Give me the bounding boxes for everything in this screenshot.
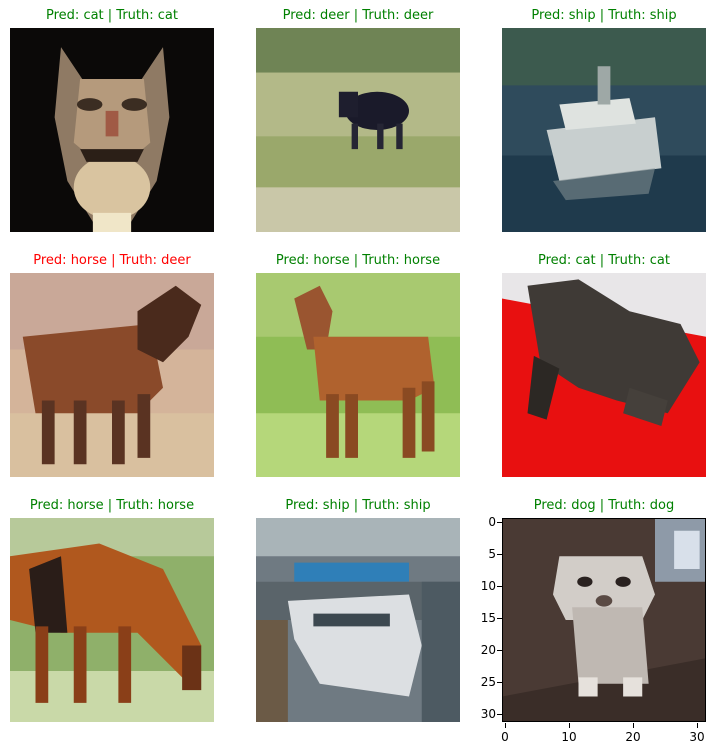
y-tick-20: 20 bbox=[478, 643, 496, 657]
panel-image-deer bbox=[10, 273, 214, 477]
grid-panel-9: Pred: dog | Truth: dog 0 5 10 15 20 25 bbox=[502, 498, 706, 724]
grid-panel-2: Pred: deer | Truth: deer bbox=[256, 8, 460, 234]
grid-panel-8: Pred: ship | Truth: ship bbox=[256, 498, 460, 724]
grid-panel-1: Pred: cat | Truth: cat bbox=[10, 8, 214, 234]
grid-panel-7: Pred: horse | Truth: horse bbox=[10, 498, 214, 724]
panel-title-7: Pred: horse | Truth: horse bbox=[10, 498, 214, 514]
panel-image-cat bbox=[10, 28, 214, 232]
y-tick-15: 15 bbox=[478, 611, 496, 625]
panel-image-dog bbox=[502, 518, 706, 722]
panel-image-ship bbox=[256, 518, 460, 722]
panel-image-horse bbox=[256, 273, 460, 477]
panel-title-6: Pred: cat | Truth: cat bbox=[502, 253, 706, 269]
x-tick-20: 20 bbox=[618, 730, 648, 744]
x-tick-0: 0 bbox=[490, 730, 520, 744]
grid-panel-5: Pred: horse | Truth: horse bbox=[256, 253, 460, 479]
grid-panel-6: Pred: cat | Truth: cat bbox=[502, 253, 706, 479]
panel-title-2: Pred: deer | Truth: deer bbox=[256, 8, 460, 24]
panel-title-3: Pred: ship | Truth: ship bbox=[502, 8, 706, 24]
y-tick-0: 0 bbox=[482, 515, 496, 529]
panel-title-5: Pred: horse | Truth: horse bbox=[256, 253, 460, 269]
panel-image-ship bbox=[502, 28, 706, 232]
panel-title-4: Pred: horse | Truth: deer bbox=[10, 253, 214, 269]
y-tick-30: 30 bbox=[478, 707, 496, 721]
panel-image-horse bbox=[10, 518, 214, 722]
panel-image-deer bbox=[256, 28, 460, 232]
panel-image-cat bbox=[502, 273, 706, 477]
y-tick-25: 25 bbox=[478, 675, 496, 689]
grid-panel-3: Pred: ship | Truth: ship bbox=[502, 8, 706, 234]
panel-title-1: Pred: cat | Truth: cat bbox=[10, 8, 214, 24]
panel-title-8: Pred: ship | Truth: ship bbox=[256, 498, 460, 514]
x-tick-30: 30 bbox=[682, 730, 712, 744]
x-tick-10: 10 bbox=[554, 730, 584, 744]
y-tick-5: 5 bbox=[482, 547, 496, 561]
y-tick-10: 10 bbox=[478, 579, 496, 593]
panel-title-9: Pred: dog | Truth: dog bbox=[502, 498, 706, 514]
grid-panel-4: Pred: horse | Truth: deer bbox=[10, 253, 214, 479]
